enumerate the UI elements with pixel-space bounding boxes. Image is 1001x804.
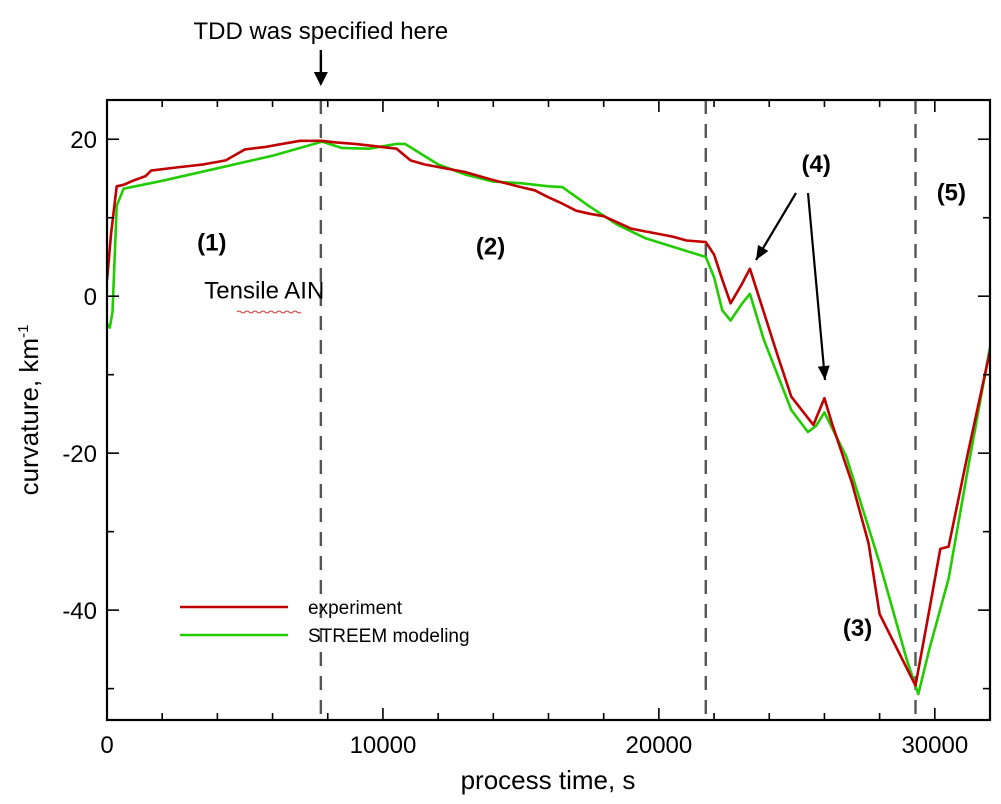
series-line-experiment bbox=[107, 139, 990, 687]
x-axis-label: process time, s bbox=[461, 765, 636, 795]
region-label: (2) bbox=[476, 234, 505, 261]
peak4-arrow-2-head bbox=[817, 365, 830, 380]
series-line-streem-modeling bbox=[107, 140, 990, 696]
peak4-arrow-2-shaft bbox=[806, 192, 827, 381]
region-label: (1) bbox=[197, 230, 226, 257]
region-label: (5) bbox=[937, 179, 966, 206]
tensile-annotation: Tensile AIN bbox=[204, 278, 324, 305]
series-lines bbox=[107, 139, 990, 696]
vertical-dashed-lines bbox=[319, 100, 917, 720]
region-label: (3) bbox=[843, 615, 872, 642]
y-axis-label-superscript: -1 bbox=[15, 325, 32, 338]
x-tick-label: 0 bbox=[100, 732, 113, 759]
x-tick-label: 20000 bbox=[626, 732, 693, 759]
y-tick-label: 20 bbox=[70, 127, 97, 154]
x-tick-label: 30000 bbox=[901, 732, 968, 759]
spellcheck-squiggle bbox=[236, 310, 302, 314]
y-tick-label: -40 bbox=[62, 598, 97, 625]
tdd-annotation: TDD was specified here bbox=[193, 18, 448, 45]
tdd-arrow-head bbox=[313, 72, 328, 86]
axis-ticks: 0 10000 20000 30000 20 0 -20 -40 bbox=[62, 100, 991, 759]
y-tick-label: -20 bbox=[62, 441, 97, 468]
legend-label-streem: STREEM modeling bbox=[308, 626, 470, 647]
region-label: (4) bbox=[801, 151, 830, 178]
x-tick-label: 10000 bbox=[350, 732, 417, 759]
y-axis-label: curvature, km-1 bbox=[14, 325, 44, 496]
legend-label-experiment: experiment bbox=[308, 598, 403, 619]
y-tick-label: 0 bbox=[84, 284, 97, 311]
peak4-arrow-1-head bbox=[756, 244, 769, 260]
legend: experiment STREEM modeling bbox=[180, 598, 470, 647]
y-axis-label-main: curvature, km bbox=[14, 338, 44, 496]
annotations: TDD was specified here (1) (2) (3) (4) (5) Ten… bbox=[193, 18, 966, 642]
